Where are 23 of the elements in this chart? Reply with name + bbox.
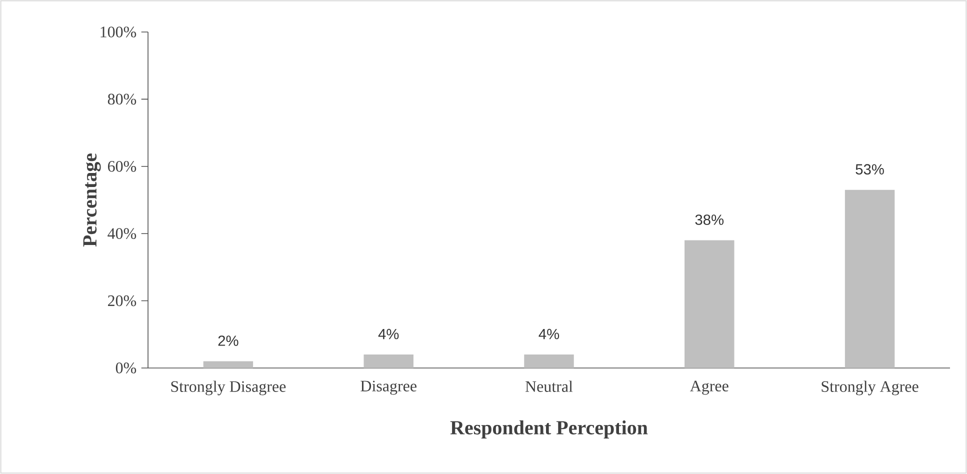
data-label: 53%	[856, 164, 884, 175]
y-tick-label: 0%	[116, 362, 136, 374]
y-tick-label: 20%	[108, 295, 136, 306]
data-label: 4%	[378, 328, 399, 340]
bar	[524, 354, 574, 368]
data-label: 4%	[538, 328, 560, 340]
x-tick-label: Disagree	[360, 380, 416, 395]
y-axis-title: Percentage	[83, 153, 101, 247]
x-tick-label: Strongly Disagree	[171, 380, 286, 396]
bar	[684, 240, 734, 368]
x-tick-label: Neutral	[525, 380, 573, 392]
x-axis-title: Respondent Perception	[450, 420, 648, 439]
bar	[203, 361, 254, 368]
bar	[364, 354, 414, 368]
y-tick-label: 40%	[108, 228, 136, 240]
data-label: 2%	[218, 336, 238, 346]
y-tick-label: 60%	[108, 160, 136, 172]
x-tick-label: Strongly Agree	[822, 380, 918, 396]
x-tick-label: Agree	[690, 380, 728, 395]
y-tick-label: 80%	[108, 94, 136, 105]
y-tick-label: 100%	[100, 26, 136, 38]
data-label: 38%	[695, 214, 724, 225]
bar	[844, 190, 895, 368]
